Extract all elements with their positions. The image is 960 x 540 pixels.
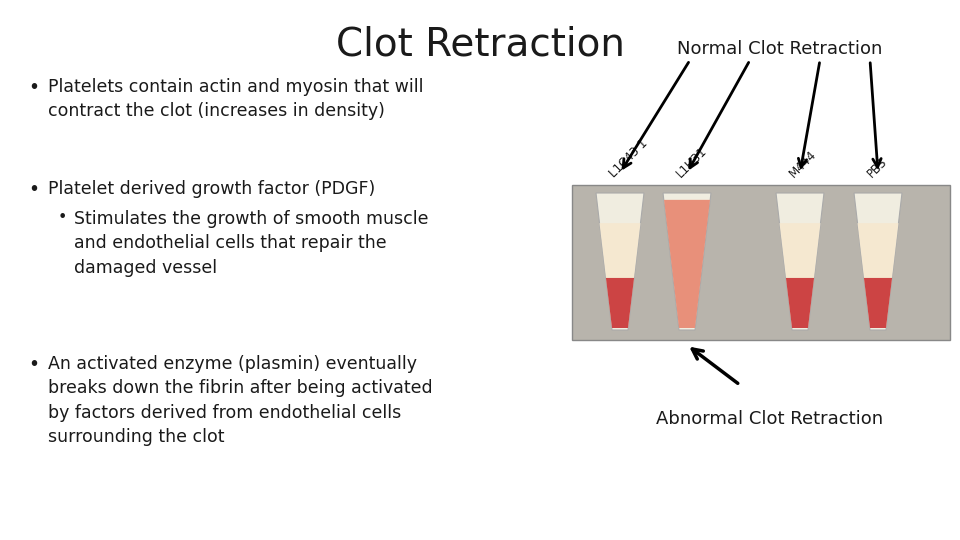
- Text: L1C43 1: L1C43 1: [607, 137, 650, 180]
- Polygon shape: [857, 223, 899, 328]
- Text: Platelet derived growth factor (PDGF): Platelet derived growth factor (PDGF): [48, 180, 375, 198]
- Text: •: •: [28, 355, 39, 374]
- Text: •: •: [28, 78, 39, 97]
- Text: •: •: [58, 210, 67, 225]
- Text: M444: M444: [787, 148, 819, 180]
- Polygon shape: [664, 200, 710, 328]
- Polygon shape: [864, 278, 892, 328]
- Polygon shape: [854, 193, 902, 330]
- Polygon shape: [780, 223, 821, 328]
- Text: An activated enzyme (plasmin) eventually
breaks down the fibrin after being acti: An activated enzyme (plasmin) eventually…: [48, 355, 433, 446]
- Polygon shape: [786, 278, 814, 328]
- Polygon shape: [606, 278, 635, 328]
- FancyBboxPatch shape: [572, 185, 950, 340]
- Polygon shape: [663, 193, 711, 330]
- Text: L1H31: L1H31: [674, 144, 709, 180]
- Text: PBS: PBS: [865, 155, 890, 180]
- Text: Abnormal Clot Retraction: Abnormal Clot Retraction: [657, 410, 883, 428]
- Polygon shape: [596, 193, 644, 330]
- Text: Platelets contain actin and myosin that will
contract the clot (increases in den: Platelets contain actin and myosin that …: [48, 78, 423, 120]
- Polygon shape: [599, 223, 640, 328]
- Text: Normal Clot Retraction: Normal Clot Retraction: [678, 40, 882, 58]
- Polygon shape: [776, 193, 824, 330]
- Text: •: •: [28, 180, 39, 199]
- Text: Stimulates the growth of smooth muscle
and endothelial cells that repair the
dam: Stimulates the growth of smooth muscle a…: [74, 210, 428, 276]
- Text: Clot Retraction: Clot Retraction: [336, 25, 624, 63]
